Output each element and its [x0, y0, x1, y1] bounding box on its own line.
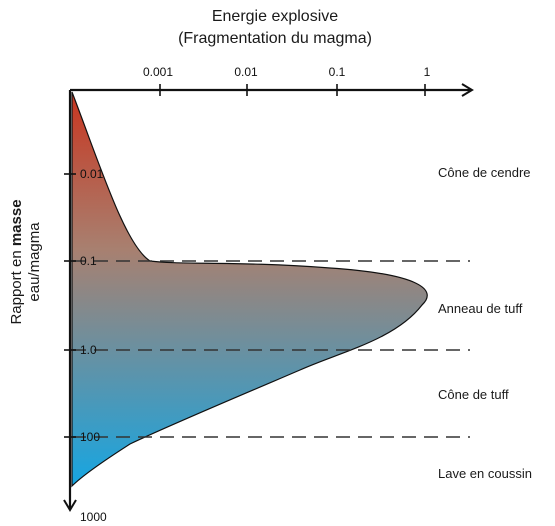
y-tick-label: 100	[80, 430, 100, 444]
x-tick-label: 1	[424, 65, 431, 79]
diagram-title-line-1: Energie explosive	[211, 8, 339, 25]
y-tick-label: 1000	[80, 510, 107, 524]
y-axis-arrow	[63, 499, 77, 512]
x-ticks-group: 0.001 0.01 0.1 1	[143, 65, 431, 96]
y-tick-label: 0.01	[80, 167, 104, 181]
zone-label-anneau-de-tuff: Anneau de tuff	[438, 301, 523, 316]
eruption-regime-shape	[71, 91, 428, 488]
zone-label-cone-de-cendre: Cône de cendre	[438, 165, 531, 180]
x-tick-label: 0.01	[234, 65, 258, 79]
y-tick-label: 0.1	[80, 254, 97, 268]
x-tick-label: 0.1	[329, 65, 346, 79]
diagram-title-line-2: (Fragmentation du magma)	[178, 30, 372, 47]
x-axis-arrow	[461, 83, 474, 97]
y-tick-label: 1.0	[80, 343, 97, 357]
x-tick-label: 0.001	[143, 65, 173, 79]
y-ticks-group: 0.01 0.1 1.0 100 1000	[64, 167, 107, 524]
zone-label-lave-en-coussin: Lave en coussin	[438, 466, 532, 481]
zone-label-cone-de-tuff: Cône de tuff	[438, 387, 509, 402]
